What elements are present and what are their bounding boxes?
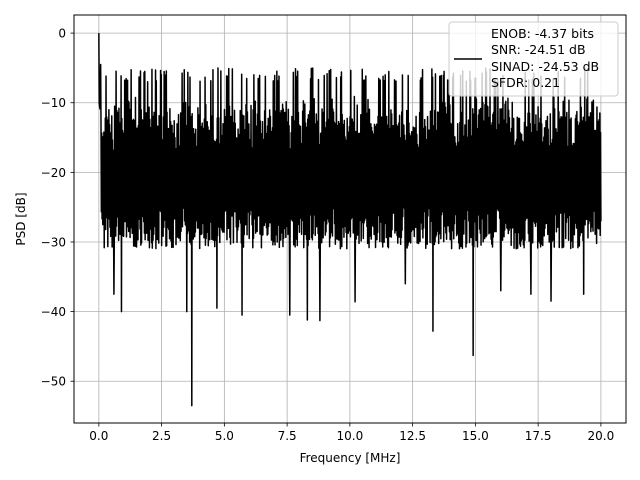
y-tick-label: −20 [41, 166, 66, 180]
y-axis-label: PSD [dB] [14, 192, 28, 245]
x-tick-label: 0.0 [89, 429, 108, 443]
y-tick-label: −10 [41, 96, 66, 110]
y-tick-label: −40 [41, 305, 66, 319]
x-tick-label: 7.5 [278, 429, 297, 443]
x-axis: 0.0 2.5 5.0 7.5 10.0 12.5 15.0 17.5 20.0 [89, 423, 614, 443]
legend-entry-snr: SNR: -24.51 dB [491, 42, 586, 57]
x-tick-label: 12.5 [399, 429, 426, 443]
legend: ENOB: -4.37 bits SNR: -24.51 dB SINAD: -… [448, 21, 619, 97]
legend-entry-sinad: SINAD: -24.53 dB [491, 59, 599, 74]
x-tick-label: 2.5 [152, 429, 171, 443]
legend-box [448, 21, 619, 97]
psd-line [98, 33, 602, 407]
x-tick-label: 10.0 [337, 429, 364, 443]
y-tick-label: −30 [41, 235, 66, 249]
x-tick-label: 20.0 [588, 429, 615, 443]
legend-entry-sfdr: SFDR: 0.21 [491, 75, 560, 90]
y-tick-label: 0 [58, 27, 66, 41]
legend-entry-enob: ENOB: -4.37 bits [491, 26, 594, 41]
y-axis: 0 −10 −20 −30 −40 −50 [41, 27, 74, 389]
psd-series [98, 33, 602, 407]
y-tick-label: −50 [41, 375, 66, 389]
x-tick-label: 17.5 [525, 429, 552, 443]
x-axis-label: Frequency [MHz] [300, 451, 401, 465]
x-tick-label: 5.0 [215, 429, 234, 443]
x-tick-label: 15.0 [462, 429, 489, 443]
